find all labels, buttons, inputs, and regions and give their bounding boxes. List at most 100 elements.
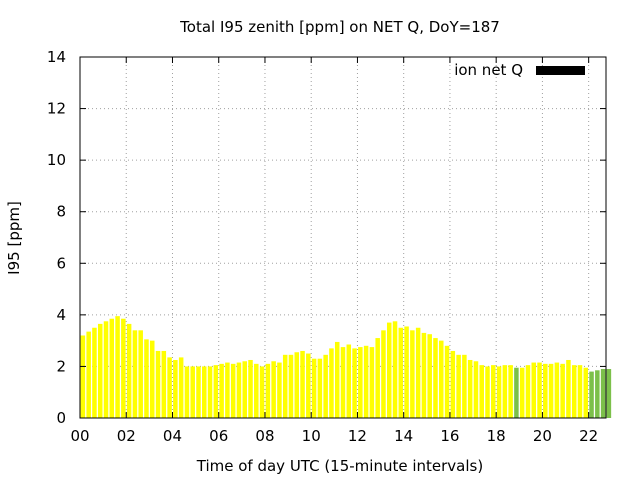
bar bbox=[236, 362, 242, 418]
bar bbox=[126, 323, 132, 418]
bar bbox=[462, 354, 467, 418]
bar bbox=[346, 344, 352, 418]
y-tick-label: 10 bbox=[47, 151, 66, 169]
x-tick-label: 06 bbox=[209, 427, 228, 445]
bar bbox=[386, 322, 392, 418]
legend-swatch bbox=[536, 66, 585, 75]
bar bbox=[433, 338, 438, 418]
bar bbox=[282, 354, 288, 418]
bar bbox=[323, 354, 328, 418]
bar bbox=[86, 331, 91, 418]
bar bbox=[421, 332, 427, 418]
bar bbox=[514, 367, 519, 418]
bar bbox=[352, 348, 357, 418]
x-tick-label: 12 bbox=[348, 427, 367, 445]
bar bbox=[311, 358, 317, 418]
bar bbox=[115, 316, 120, 418]
bar bbox=[450, 350, 456, 418]
grid-lines bbox=[80, 57, 606, 418]
bar bbox=[543, 363, 548, 418]
bar bbox=[363, 345, 369, 418]
bar bbox=[242, 361, 247, 418]
bar bbox=[577, 365, 583, 418]
bar bbox=[340, 347, 346, 418]
bar bbox=[92, 327, 97, 418]
bar bbox=[479, 365, 484, 418]
y-tick-label: 14 bbox=[47, 48, 66, 66]
bar bbox=[248, 359, 253, 418]
bar bbox=[306, 353, 311, 418]
bar bbox=[277, 362, 282, 418]
bar bbox=[121, 318, 126, 418]
bar bbox=[202, 366, 207, 418]
x-tick-label: 02 bbox=[117, 427, 136, 445]
bar bbox=[167, 357, 172, 418]
bar bbox=[219, 363, 224, 418]
bar bbox=[230, 363, 236, 418]
bar bbox=[537, 362, 542, 418]
bar bbox=[491, 365, 496, 418]
x-axis-label: Time of day UTC (15-minute intervals) bbox=[196, 457, 483, 475]
bar bbox=[589, 371, 594, 418]
bar bbox=[196, 366, 201, 418]
bar bbox=[404, 326, 409, 418]
bar bbox=[566, 359, 571, 418]
bar bbox=[606, 369, 612, 418]
x-tick-label: 04 bbox=[163, 427, 182, 445]
bar bbox=[456, 354, 461, 418]
bar bbox=[369, 347, 375, 418]
bar bbox=[190, 366, 195, 418]
bars bbox=[80, 316, 612, 418]
bar bbox=[161, 350, 167, 418]
y-tick-label: 12 bbox=[47, 100, 66, 118]
x-tick-label: 18 bbox=[487, 427, 506, 445]
bar bbox=[508, 365, 513, 418]
bar bbox=[259, 366, 265, 418]
bar bbox=[473, 361, 479, 418]
x-tick-label: 16 bbox=[440, 427, 459, 445]
bar bbox=[548, 363, 554, 418]
x-tick-label: 10 bbox=[302, 427, 321, 445]
legend: ion net Q bbox=[454, 61, 585, 79]
bar bbox=[571, 365, 577, 418]
bar bbox=[358, 347, 363, 418]
bar bbox=[288, 354, 294, 418]
bar bbox=[531, 362, 537, 418]
plot-frame bbox=[79, 56, 607, 419]
bar bbox=[103, 321, 109, 418]
bar bbox=[132, 330, 138, 418]
bar bbox=[444, 345, 450, 418]
bar bbox=[427, 334, 432, 418]
bar bbox=[525, 365, 531, 418]
y-tick-label: 8 bbox=[56, 203, 66, 221]
x-tick-label: 08 bbox=[255, 427, 274, 445]
bar bbox=[184, 366, 190, 418]
bar bbox=[496, 366, 502, 418]
bar bbox=[207, 366, 213, 418]
bar bbox=[271, 361, 276, 418]
x-tick-label: 20 bbox=[533, 427, 552, 445]
bar bbox=[334, 341, 340, 418]
bar bbox=[178, 357, 184, 418]
bar bbox=[155, 350, 161, 418]
x-tick-label: 00 bbox=[70, 427, 89, 445]
bar bbox=[300, 350, 305, 418]
bar bbox=[583, 367, 589, 418]
bar bbox=[265, 363, 271, 418]
bar bbox=[109, 318, 115, 418]
bar bbox=[560, 363, 565, 418]
y-tick-label: 4 bbox=[56, 306, 66, 324]
bar bbox=[225, 362, 230, 418]
y-tick-label: 2 bbox=[56, 357, 66, 375]
bar bbox=[485, 366, 490, 418]
bar bbox=[554, 362, 560, 418]
bar bbox=[97, 323, 103, 418]
bar bbox=[144, 339, 149, 418]
bar bbox=[439, 340, 444, 418]
bar bbox=[467, 359, 473, 418]
x-tick-label: 22 bbox=[579, 427, 598, 445]
bar bbox=[519, 367, 525, 418]
chart-title: Total I95 zenith [ppm] on NET Q, DoY=187 bbox=[179, 18, 500, 36]
y-axis-label: I95 [ppm] bbox=[5, 201, 23, 275]
